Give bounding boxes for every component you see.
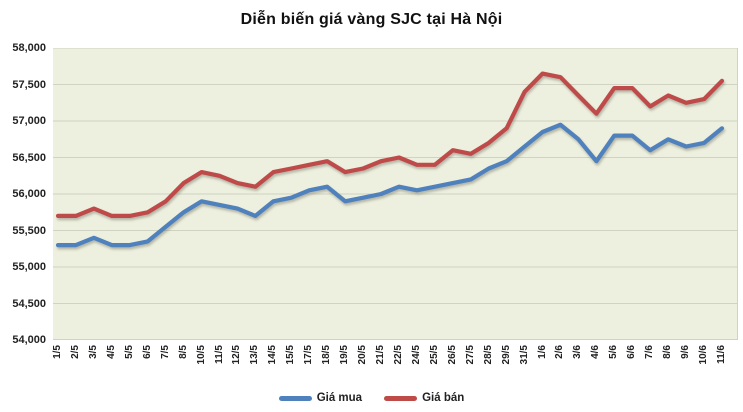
x-axis-label: 20/5	[357, 345, 369, 365]
x-axis-label: 6/5	[141, 345, 153, 359]
y-axis-label: 54,500	[12, 297, 46, 310]
y-axis-label: 54,000	[12, 334, 46, 346]
x-axis-label: 4/5	[105, 345, 117, 359]
x-axis-label: 27/5	[464, 345, 476, 365]
x-axis-label: 13/5	[249, 345, 261, 365]
x-axis-label: 17/5	[303, 345, 315, 365]
y-axis-label: 55,500	[12, 224, 46, 237]
x-axis-label: 5/6	[608, 345, 620, 359]
y-axis-label: 57,000	[12, 115, 46, 127]
sell-line-swatch	[384, 395, 418, 401]
x-axis-label: 1/5	[52, 345, 63, 359]
y-axis-label: 57,500	[12, 78, 46, 91]
x-axis-label: 10/5	[195, 345, 207, 365]
x-axis-label: 14/5	[267, 345, 279, 365]
x-axis-label: 7/5	[159, 345, 171, 359]
x-axis-label: 7/6	[644, 345, 656, 359]
x-axis-label: 8/5	[177, 345, 189, 359]
sell-price-line	[55, 71, 725, 218]
x-axis-label: 22/5	[392, 345, 404, 365]
chart-title: Diễn biến giá vàng SJC tại Hà Nội	[240, 11, 503, 28]
plot-area	[53, 48, 738, 340]
x-axis-label: 3/5	[87, 345, 99, 359]
legend-item-sell: Giá bán	[384, 392, 464, 404]
y-axis-label: 55,000	[12, 261, 46, 273]
x-axis-label: 2/5	[69, 345, 81, 359]
x-axis-label: 10/6	[698, 345, 710, 365]
x-axis-label: 26/5	[446, 345, 458, 365]
x-axis-label: 12/5	[231, 345, 243, 365]
legend: Giá mua Giá bán	[0, 392, 743, 404]
x-axis-label: 28/5	[482, 345, 494, 365]
x-axis-label: 18/5	[321, 345, 333, 365]
x-axis-label: 19/5	[339, 345, 351, 365]
x-axis-label: 5/5	[123, 345, 135, 359]
y-axis-label: 56,500	[12, 151, 46, 164]
x-axis-label: 2/6	[554, 345, 566, 359]
x-axis-label: 11/6	[716, 345, 727, 364]
legend-item-buy: Giá mua	[278, 392, 363, 404]
x-axis-label: 21/5	[375, 345, 387, 365]
x-axis-label: 24/5	[410, 345, 422, 365]
x-axis-label: 4/6	[590, 345, 602, 359]
x-axis-label: 6/6	[626, 345, 638, 359]
x-axis-label: 9/6	[680, 345, 692, 359]
legend-label-sell: Giá bán	[422, 392, 465, 404]
x-axis-label: 29/5	[500, 345, 512, 365]
x-axis-label: 31/5	[518, 345, 530, 365]
x-axis-label: 15/5	[285, 345, 297, 365]
legend-label-buy: Giá mua	[316, 392, 363, 404]
buy-price-line	[55, 122, 725, 248]
chart-canvas	[53, 48, 738, 340]
series-lines	[55, 71, 725, 248]
x-axis-label: 1/6	[536, 345, 548, 359]
y-axis-label: 56,000	[12, 188, 46, 200]
x-axis-label: 8/6	[662, 345, 674, 359]
x-axis-label: 3/6	[572, 345, 584, 359]
y-axis-label: 58,000	[12, 42, 46, 54]
x-axis-label: 25/5	[428, 345, 440, 365]
buy-line-swatch	[278, 395, 312, 401]
x-axis-label: 11/5	[213, 345, 225, 364]
